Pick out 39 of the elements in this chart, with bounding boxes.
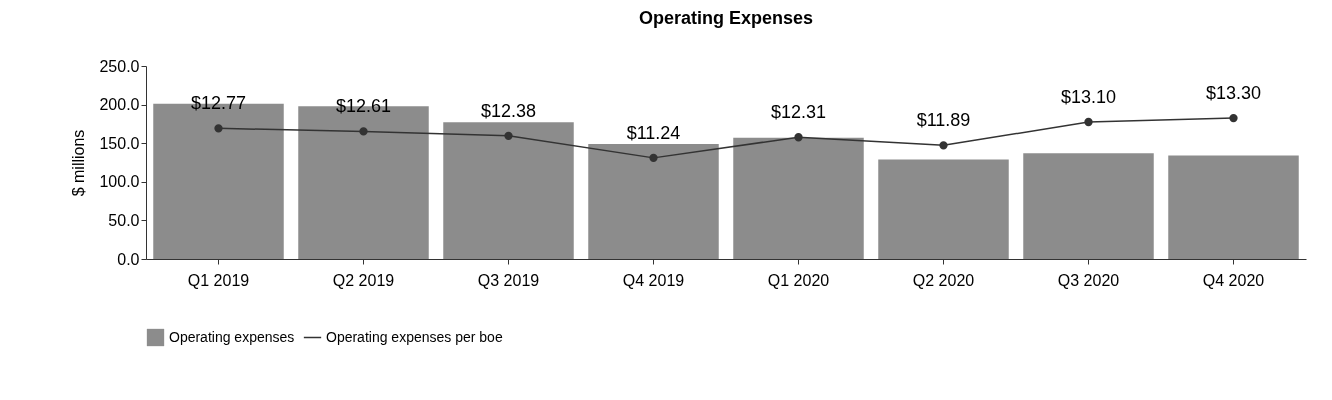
x-tick-label: Q4 2020 <box>1202 271 1265 289</box>
x-tick-label: Q2 2019 <box>332 271 395 289</box>
chart-title: Operating Expenses <box>638 8 814 28</box>
data-label: $12.31 <box>770 102 827 123</box>
y-tick-label: 200.0 <box>99 96 140 114</box>
legend-label: Operating expenses per boe <box>326 328 503 345</box>
bar <box>1168 155 1299 259</box>
point <box>214 124 223 133</box>
data-label: $12.38 <box>480 100 537 121</box>
x-tick-label: Q4 2019 <box>622 271 685 289</box>
y-tick-label: 100.0 <box>99 173 140 191</box>
data-label: $11.89 <box>916 110 971 131</box>
point <box>1084 117 1093 127</box>
x-tick-label: Q3 2019 <box>477 271 540 289</box>
y-tick-label: 250.0 <box>99 57 140 75</box>
data-label: $12.77 <box>190 93 247 114</box>
point <box>359 127 368 136</box>
point <box>939 141 948 150</box>
data-label: $13.10 <box>1060 86 1117 107</box>
y-axis-title: $ millions <box>70 129 88 197</box>
bar <box>1023 153 1154 259</box>
data-label: $11.24 <box>626 122 681 143</box>
legend-label: Operating expenses <box>169 328 295 345</box>
x-tick-label: Q3 2020 <box>1057 271 1120 289</box>
bar <box>733 137 864 259</box>
x-tick-label: Q2 2020 <box>912 271 975 289</box>
x-tick-label: Q1 2019 <box>187 271 250 289</box>
y-tick-label: 50.0 <box>108 211 140 229</box>
y-tick-label: 0.0 <box>117 250 140 268</box>
point <box>1229 113 1238 123</box>
y-tick-label: 150.0 <box>99 134 140 152</box>
point <box>649 153 658 163</box>
x-tick-label: Q1 2020 <box>767 271 830 289</box>
point <box>504 131 513 141</box>
bar <box>878 159 1009 259</box>
point <box>794 133 803 142</box>
bar <box>588 143 719 259</box>
bar <box>443 122 574 259</box>
data-label: $13.30 <box>1205 83 1262 104</box>
